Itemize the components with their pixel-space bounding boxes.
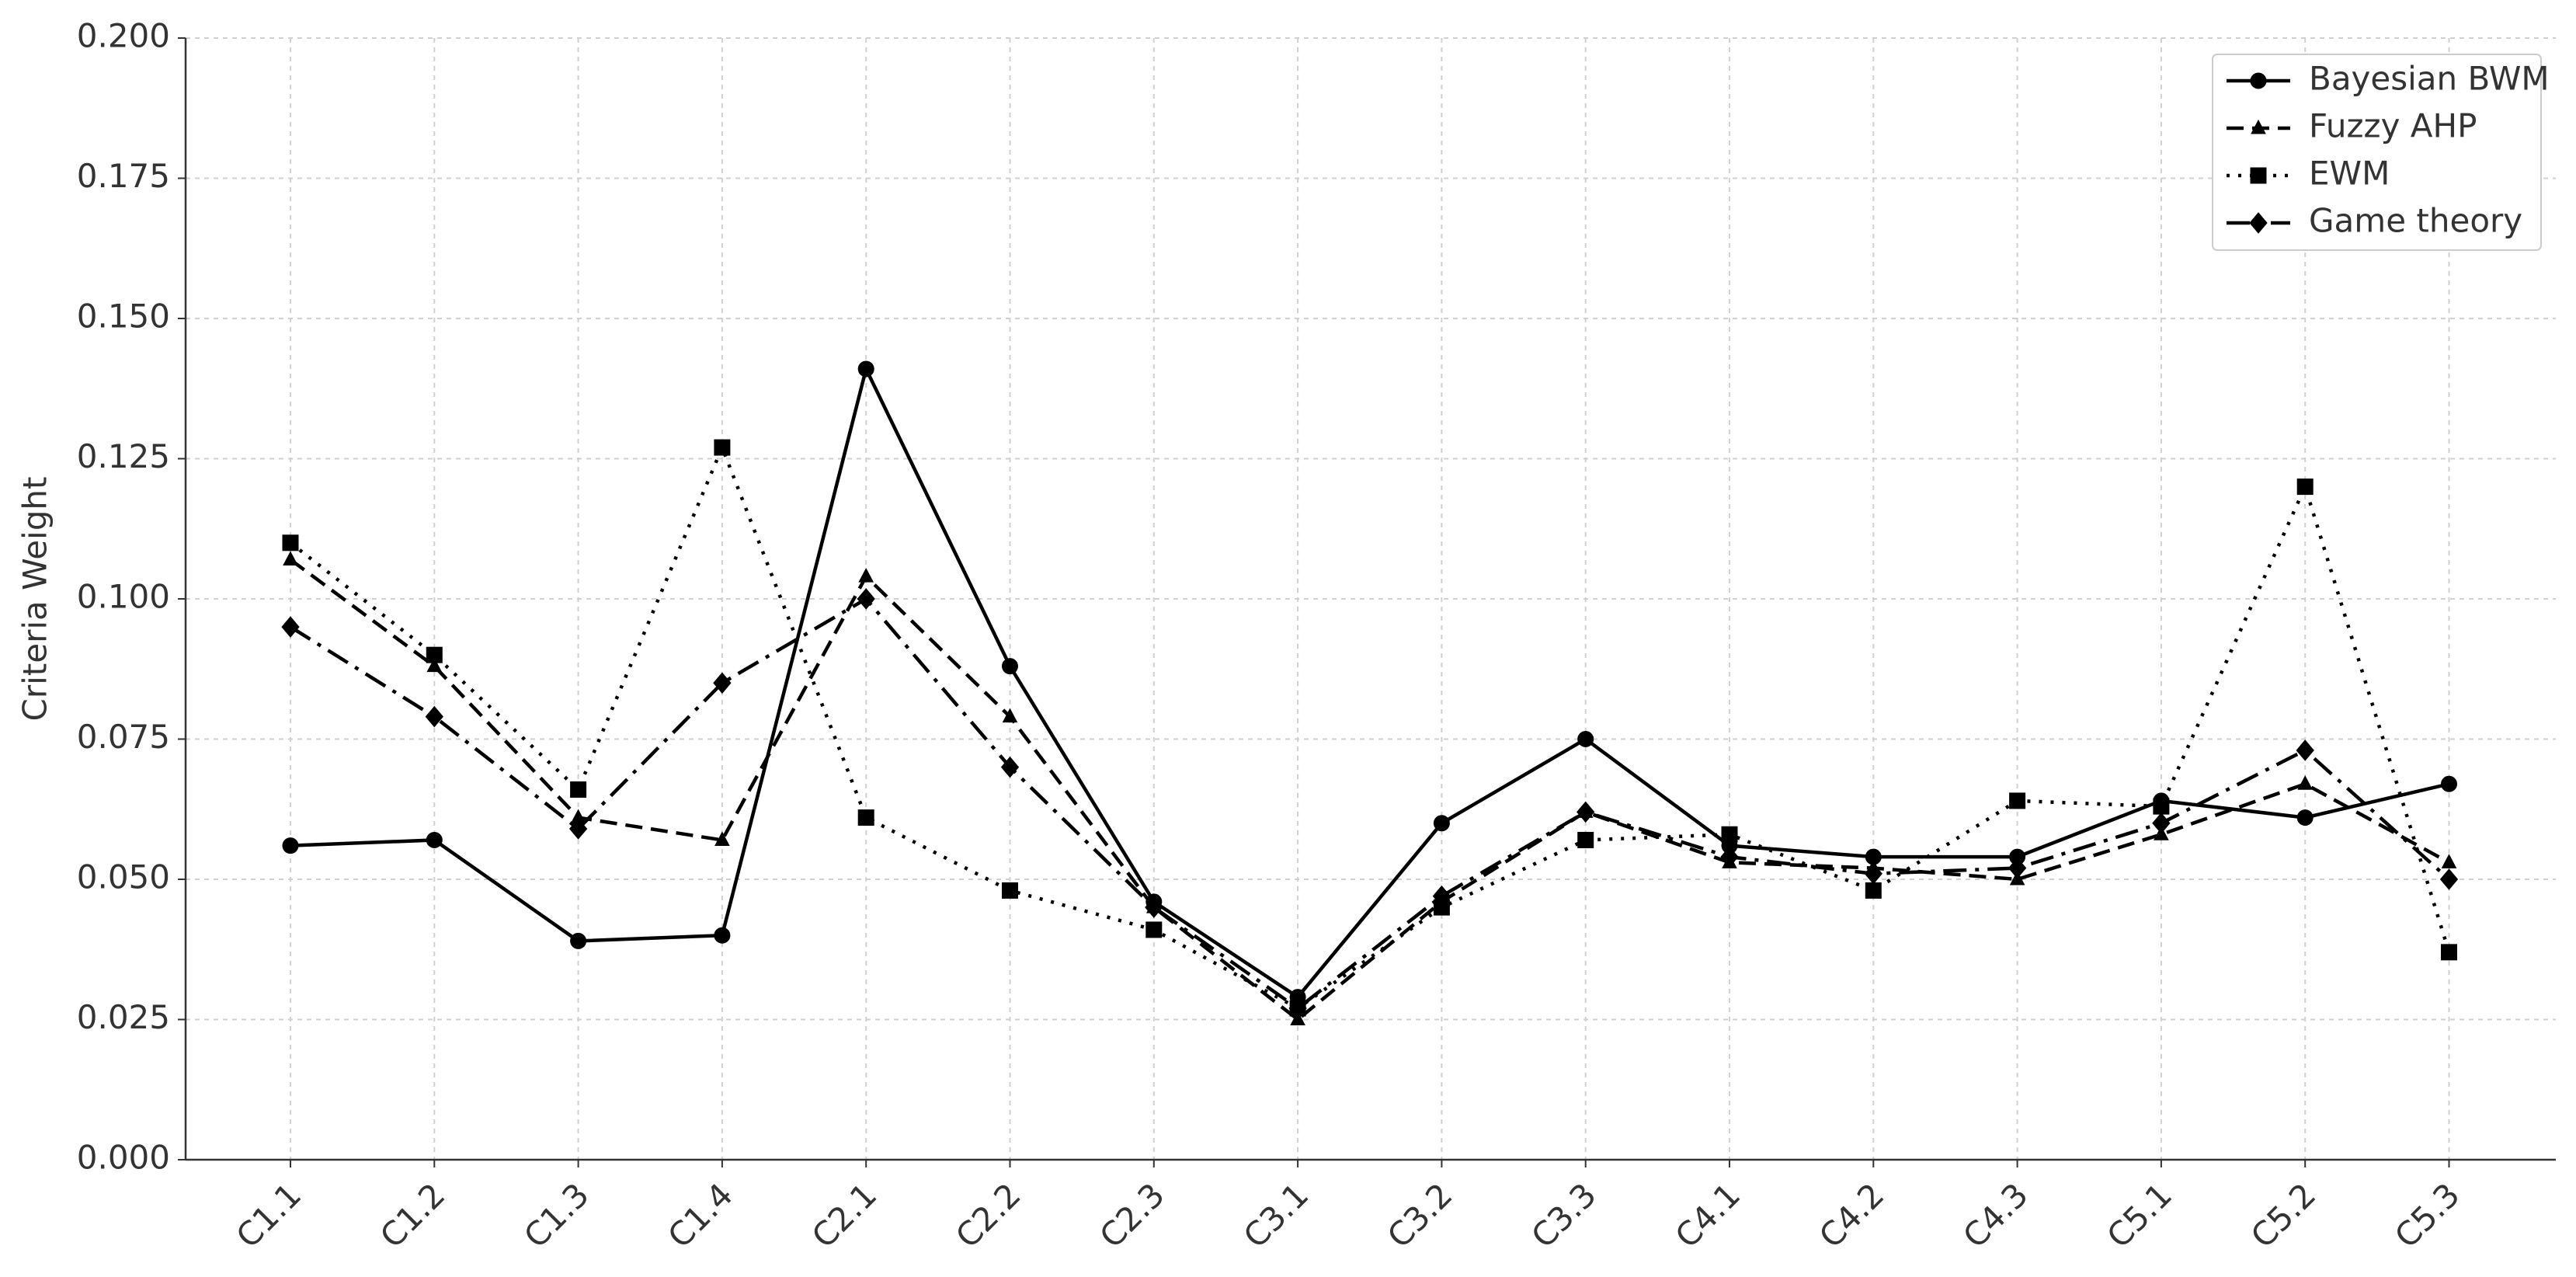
x-tick-label: C4.3 (1955, 1176, 2035, 1256)
marker (857, 588, 875, 610)
marker (714, 927, 731, 944)
marker (1002, 882, 1018, 899)
marker (714, 439, 731, 456)
marker (568, 818, 588, 840)
marker (2152, 812, 2171, 834)
marker (2441, 854, 2457, 868)
marker (2296, 809, 2314, 826)
marker (1145, 921, 1163, 938)
marker (1433, 815, 1450, 832)
x-tick-label: C1.3 (516, 1176, 596, 1256)
marker (1865, 882, 1882, 899)
marker (2296, 739, 2314, 761)
legend-label: Fuzzy AHP (2309, 107, 2477, 145)
marker (2153, 798, 2170, 815)
series-line (289, 558, 2450, 1022)
marker (858, 568, 874, 583)
x-tick-label: C1.4 (660, 1176, 740, 1256)
marker (570, 781, 587, 798)
x-tick-label: C1.1 (229, 1176, 309, 1256)
legend-box (2212, 54, 2542, 251)
marker (426, 831, 443, 848)
marker (2251, 119, 2266, 134)
y-tick-label: 0.175 (77, 157, 170, 195)
series-line (289, 443, 2451, 1011)
y-tick-label: 0.050 (77, 858, 170, 896)
marker (283, 551, 298, 565)
marker (1288, 997, 1307, 1019)
marker (1577, 831, 1594, 848)
marker (857, 360, 874, 378)
marker (281, 616, 300, 638)
y-tick-label: 0.150 (77, 298, 170, 336)
x-tick-label: C2.1 (805, 1176, 885, 1256)
legend-label: Bayesian BWM (2309, 60, 2550, 98)
x-tick-label: C1.2 (373, 1176, 453, 1256)
marker (2296, 478, 2314, 496)
marker (426, 646, 443, 663)
y-axis-label: Criteria Weight (16, 477, 54, 722)
marker (1000, 756, 1020, 778)
x-tick-label: C2.3 (1092, 1176, 1172, 1256)
marker (1577, 801, 1595, 823)
y-tick-label: 0.000 (77, 1139, 170, 1177)
marker (2441, 775, 2457, 792)
marker (1720, 846, 1739, 868)
marker (282, 534, 299, 552)
marker (714, 831, 730, 846)
y-tick-label: 0.200 (77, 17, 170, 55)
marker (1145, 896, 1163, 918)
marker (282, 837, 299, 854)
marker (1864, 863, 1882, 885)
series-line (289, 597, 2451, 1011)
x-tick-label: C3.3 (1524, 1176, 1604, 1256)
marker (713, 672, 732, 694)
x-tick-label: C5.1 (2099, 1176, 2179, 1256)
marker (2441, 944, 2457, 961)
marker (2250, 167, 2267, 184)
x-tick-label: C3.1 (1236, 1176, 1316, 1256)
marker (1002, 708, 1018, 723)
x-tick-label: C4.2 (1812, 1176, 1892, 1256)
marker (2439, 868, 2459, 890)
x-tick-label: C5.3 (2387, 1176, 2467, 1256)
marker (2249, 212, 2268, 234)
x-tick-label: C5.2 (2244, 1176, 2324, 1256)
marker (2250, 72, 2267, 89)
marker (1577, 731, 1594, 747)
legend-label: Game theory (2309, 202, 2522, 240)
y-tick-label: 0.025 (77, 998, 170, 1036)
series-line (290, 364, 2450, 1000)
x-tick-label: C4.1 (1668, 1176, 1748, 1256)
marker (2008, 857, 2027, 879)
marker (1721, 826, 1738, 843)
marker (1002, 658, 1018, 675)
y-tick-label: 0.100 (77, 578, 170, 616)
marker (2297, 775, 2314, 790)
x-tick-label: C2.2 (948, 1176, 1028, 1256)
marker (425, 705, 443, 728)
y-tick-label: 0.075 (77, 718, 170, 756)
y-tick-label: 0.125 (77, 437, 170, 475)
marker (426, 657, 443, 673)
marker (570, 932, 587, 949)
legend-label: EWM (2309, 155, 2390, 193)
x-tick-label: C3.2 (1380, 1176, 1460, 1256)
marker (1432, 885, 1451, 907)
marker (2009, 792, 2026, 809)
marker (857, 809, 874, 826)
